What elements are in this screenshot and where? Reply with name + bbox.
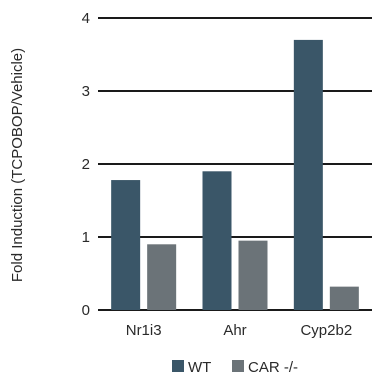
gridlines: [98, 17, 372, 311]
bar-car--nr1i3: [147, 244, 177, 310]
y-axis-label: Fold Induction (TCPOBOP/Vehicle): [9, 48, 26, 282]
x-tick-label: Nr1i3: [126, 322, 162, 339]
bar-car--cyp2b2: [329, 286, 359, 310]
y-tick-label: 4: [82, 10, 90, 27]
legend-label: CAR -/-: [248, 359, 298, 374]
legend-swatch: [232, 360, 244, 372]
bar-car--ahr: [238, 240, 268, 310]
legend: WT CAR -/-: [172, 359, 298, 374]
y-tick-label: 3: [82, 83, 90, 100]
legend-label: WT: [188, 359, 211, 374]
bar-wt-ahr: [202, 171, 232, 310]
bar-wt-nr1i3: [111, 180, 141, 310]
y-tick-label: 1: [82, 229, 90, 246]
bars: [111, 39, 359, 311]
y-tick-label: 2: [82, 156, 90, 173]
bar-wt-cyp2b2: [293, 39, 323, 311]
x-tick-label: Ahr: [223, 322, 246, 339]
y-tick-label: 0: [82, 302, 90, 319]
x-tick-label: Cyp2b2: [300, 322, 352, 339]
legend-swatch: [172, 360, 184, 372]
axes: 0 1 2 3 4 Nr1i3 Ahr Cyp2b2: [82, 10, 353, 339]
